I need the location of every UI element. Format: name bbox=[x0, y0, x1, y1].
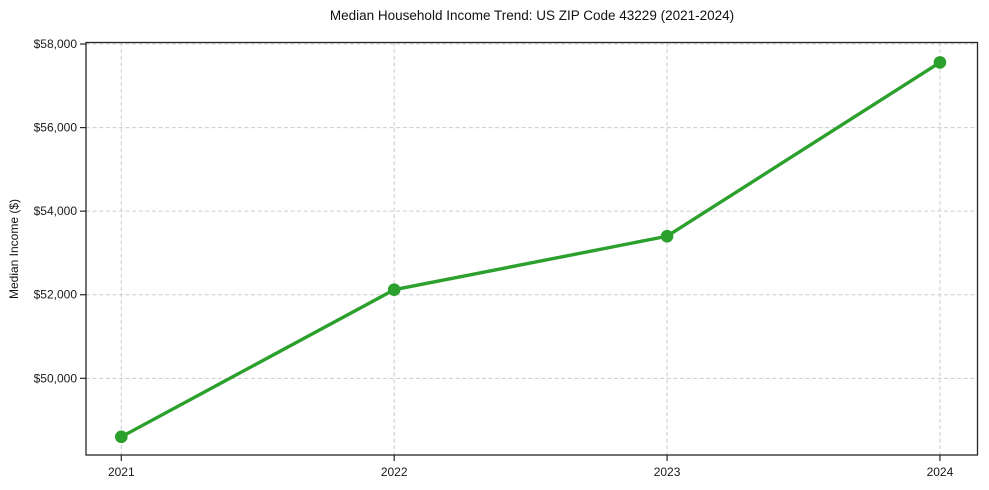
plot-frame bbox=[85, 41, 979, 456]
data-line bbox=[119, 60, 942, 439]
x-tick-label: 2024 bbox=[927, 465, 954, 479]
y-tick-label: $54,000 bbox=[34, 204, 78, 218]
chart-title: Median Household Income Trend: US ZIP Co… bbox=[329, 8, 735, 23]
data-point-2022 bbox=[387, 283, 401, 297]
y-tick-label: $58,000 bbox=[34, 37, 78, 51]
data-point-2023 bbox=[660, 229, 674, 243]
x-tick-label: 2023 bbox=[654, 465, 681, 479]
y-tick-label: $52,000 bbox=[34, 288, 78, 302]
data-point-2024 bbox=[933, 56, 947, 69]
x-tick-label: 2021 bbox=[108, 465, 135, 479]
y-tick-label: $50,000 bbox=[34, 371, 78, 385]
data-point-2021 bbox=[115, 430, 128, 444]
x-tick-label: 2022 bbox=[381, 465, 408, 479]
y-tick-label: $56,000 bbox=[34, 121, 78, 135]
